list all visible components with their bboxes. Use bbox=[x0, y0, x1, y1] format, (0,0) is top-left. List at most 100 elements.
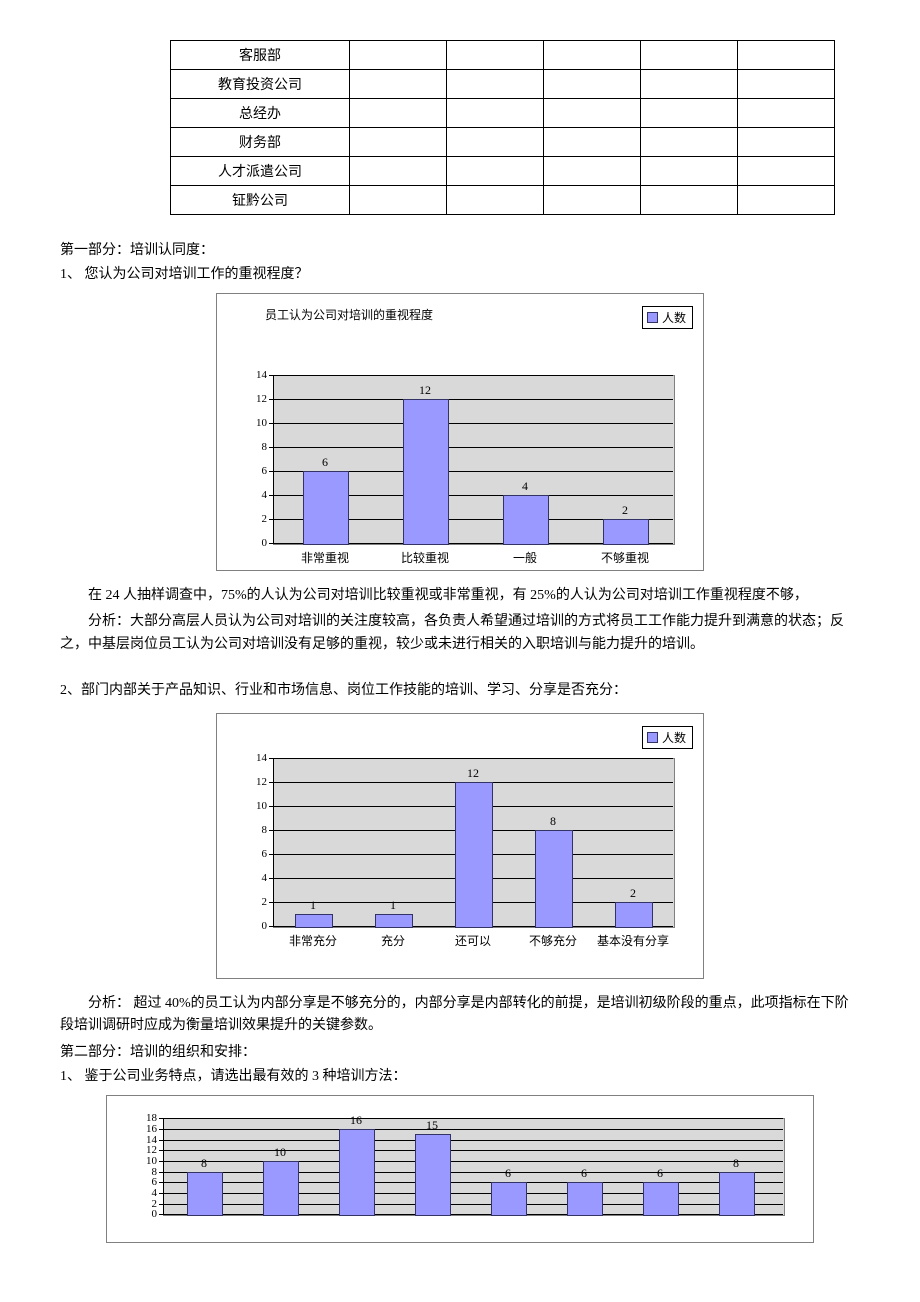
dept-value-cell bbox=[350, 70, 447, 99]
dept-value-cell bbox=[447, 41, 544, 70]
bar-value-label: 6 bbox=[581, 1166, 587, 1181]
table-row: 教育投资公司 bbox=[171, 70, 835, 99]
chart-bar bbox=[187, 1172, 223, 1217]
y-axis-tick-label: 4 bbox=[243, 872, 267, 884]
dept-value-cell bbox=[544, 128, 641, 157]
table-row: 财务部 bbox=[171, 128, 835, 157]
chart-bar bbox=[375, 914, 413, 928]
y-axis-tick-label: 14 bbox=[133, 1134, 157, 1146]
y-axis-tick-label: 2 bbox=[243, 513, 267, 525]
section2-heading: 第二部分：培训的组织和安排： bbox=[60, 1041, 860, 1061]
dept-value-cell bbox=[738, 186, 835, 215]
section1-q1-para2: 分析：大部分高层人员认为公司对培训的关注度较高，各负责人希望通过培训的方式将员工… bbox=[60, 611, 860, 656]
x-axis-tick-label: 不够重视 bbox=[575, 549, 675, 566]
bar-value-label: 6 bbox=[505, 1166, 511, 1181]
bar-value-label: 15 bbox=[426, 1118, 438, 1133]
bar-value-label: 12 bbox=[419, 383, 431, 398]
legend-swatch bbox=[647, 312, 658, 323]
x-axis-tick-label: 非常重视 bbox=[275, 549, 375, 566]
dept-value-cell bbox=[447, 99, 544, 128]
bar-value-label: 12 bbox=[467, 766, 479, 781]
chart-bar bbox=[719, 1172, 755, 1217]
dept-value-cell bbox=[544, 70, 641, 99]
dept-value-cell bbox=[641, 70, 738, 99]
chart-bar bbox=[455, 782, 493, 928]
chart-emphasis: 员工认为公司对培训的重视程度人数024681012146非常重视12比较重视4一… bbox=[216, 293, 704, 571]
dept-value-cell bbox=[544, 157, 641, 186]
chart-bar bbox=[535, 830, 573, 928]
section1-q1-text: 1、 您认为公司对培训工作的重视程度？ bbox=[60, 263, 860, 283]
dept-value-cell bbox=[350, 186, 447, 215]
y-axis-tick-label: 10 bbox=[243, 800, 267, 812]
dept-value-cell bbox=[641, 41, 738, 70]
y-axis-tick-label: 16 bbox=[133, 1123, 157, 1135]
dept-value-cell bbox=[350, 99, 447, 128]
chart-bar bbox=[295, 914, 333, 928]
dept-value-cell bbox=[738, 128, 835, 157]
y-axis-tick-label: 8 bbox=[243, 824, 267, 836]
x-axis-tick-label: 充分 bbox=[353, 932, 433, 949]
chart-bar bbox=[339, 1129, 375, 1216]
dept-value-cell bbox=[447, 128, 544, 157]
x-axis-tick-label: 基本没有分享 bbox=[593, 932, 673, 949]
table-row: 人才派遣公司 bbox=[171, 157, 835, 186]
bar-value-label: 8 bbox=[733, 1156, 739, 1171]
y-axis-tick-label: 10 bbox=[133, 1155, 157, 1167]
x-axis-tick-label: 比较重视 bbox=[375, 549, 475, 566]
x-axis-tick-label: 非常充分 bbox=[273, 932, 353, 949]
dept-value-cell bbox=[738, 41, 835, 70]
y-axis-tick-label: 8 bbox=[133, 1166, 157, 1178]
chart-bar bbox=[263, 1161, 299, 1216]
section1-q2-para1: 分析： 超过 40%的员工认为内部分享是不够充分的，内部分享是内部转化的前提，是… bbox=[60, 993, 860, 1038]
dept-value-cell bbox=[447, 70, 544, 99]
bar-value-label: 6 bbox=[657, 1166, 663, 1181]
dept-value-cell bbox=[738, 70, 835, 99]
bar-value-label: 10 bbox=[274, 1145, 286, 1160]
bar-value-label: 6 bbox=[322, 455, 328, 470]
dept-name-cell: 钲黔公司 bbox=[171, 186, 350, 215]
chart-methods: 02468101214161881016156668 bbox=[106, 1095, 814, 1243]
bar-value-label: 8 bbox=[201, 1156, 207, 1171]
chart-title: 员工认为公司对培训的重视程度 bbox=[265, 306, 695, 323]
y-axis-tick-label: 6 bbox=[243, 465, 267, 477]
y-axis-tick-label: 8 bbox=[243, 441, 267, 453]
dept-name-cell: 教育投资公司 bbox=[171, 70, 350, 99]
bar-value-label: 1 bbox=[310, 898, 316, 913]
chart-bar bbox=[603, 519, 649, 545]
dept-value-cell bbox=[641, 99, 738, 128]
dept-value-cell bbox=[350, 157, 447, 186]
chart-bar bbox=[415, 1134, 451, 1216]
dept-value-cell bbox=[350, 41, 447, 70]
section2-q1-text: 1、 鉴于公司业务特点，请选出最有效的 3 种培训方法： bbox=[60, 1065, 860, 1085]
dept-value-cell bbox=[350, 128, 447, 157]
x-axis-tick-label: 一般 bbox=[475, 549, 575, 566]
y-axis-tick-label: 12 bbox=[133, 1144, 157, 1156]
section1-q1-para1: 在 24 人抽样调查中，75%的人认为公司对培训比较重视或非常重视，有 25%的… bbox=[60, 585, 860, 607]
x-axis-tick-label: 不够充分 bbox=[513, 932, 593, 949]
chart-bar bbox=[567, 1182, 603, 1216]
dept-value-cell bbox=[641, 157, 738, 186]
dept-value-cell bbox=[447, 186, 544, 215]
chart-legend: 人数 bbox=[642, 306, 693, 329]
bar-value-label: 1 bbox=[390, 898, 396, 913]
bar-value-label: 8 bbox=[550, 814, 556, 829]
y-axis-tick-label: 0 bbox=[243, 920, 267, 932]
dept-value-cell bbox=[641, 186, 738, 215]
dept-value-cell bbox=[544, 99, 641, 128]
y-axis-tick-label: 2 bbox=[133, 1198, 157, 1210]
table-row: 客服部 bbox=[171, 41, 835, 70]
x-axis-tick-label: 还可以 bbox=[433, 932, 513, 949]
table-row: 总经办 bbox=[171, 99, 835, 128]
dept-value-cell bbox=[641, 128, 738, 157]
table-row: 钲黔公司 bbox=[171, 186, 835, 215]
bar-value-label: 16 bbox=[350, 1113, 362, 1128]
dept-name-cell: 总经办 bbox=[171, 99, 350, 128]
y-axis-tick-label: 6 bbox=[133, 1176, 157, 1188]
dept-value-cell bbox=[738, 99, 835, 128]
dept-name-cell: 客服部 bbox=[171, 41, 350, 70]
y-axis-tick-label: 2 bbox=[243, 896, 267, 908]
y-axis-tick-label: 12 bbox=[243, 393, 267, 405]
section1-q2-text: 2、部门内部关于产品知识、行业和市场信息、岗位工作技能的培训、学习、分享是否充分… bbox=[60, 680, 860, 702]
dept-name-cell: 人才派遣公司 bbox=[171, 157, 350, 186]
y-axis-tick-label: 4 bbox=[243, 489, 267, 501]
